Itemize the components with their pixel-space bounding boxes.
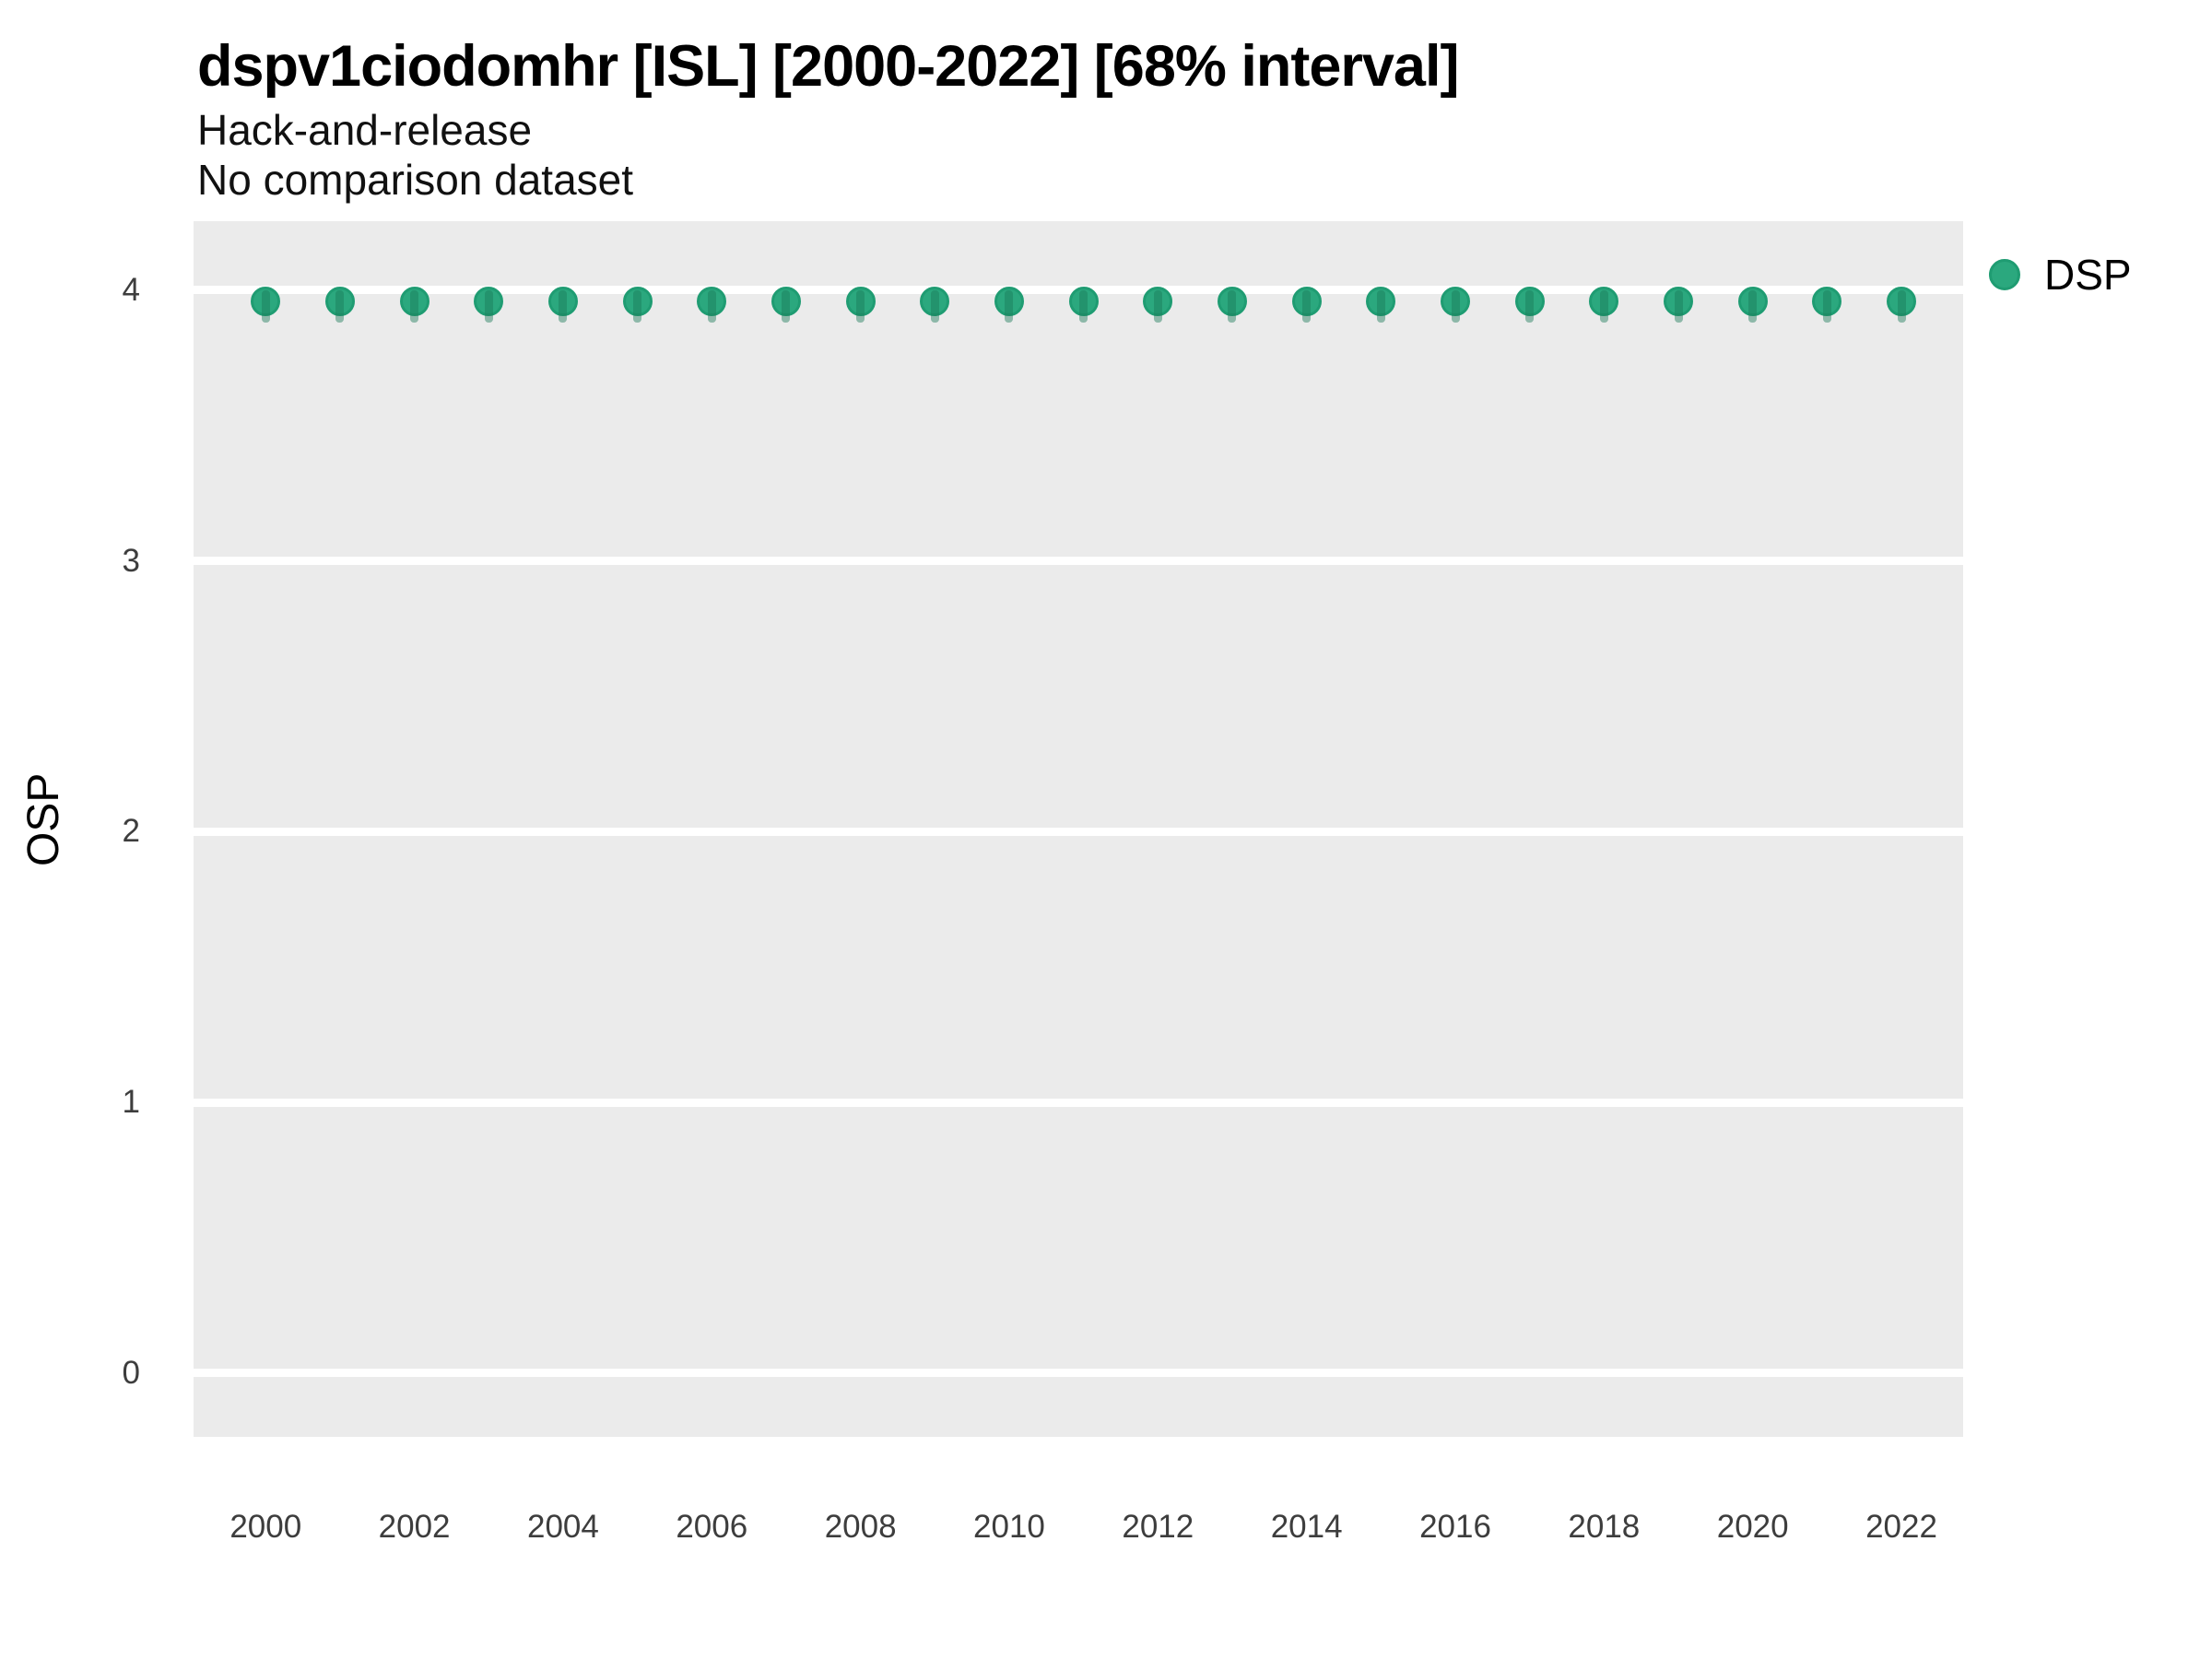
- x-tick-label-2008: 2008: [824, 1509, 897, 1545]
- interval-line-2021: [1822, 289, 1831, 324]
- data-point-2022: [1887, 286, 1917, 316]
- interval-line-2017: [1525, 289, 1535, 324]
- y-tick-label-3: 3: [122, 542, 140, 579]
- interval-line-2009: [930, 289, 939, 324]
- data-point-2008: [845, 286, 876, 316]
- data-point-2007: [771, 286, 801, 316]
- interval-line-2003: [484, 289, 493, 324]
- x-tick-label-2022: 2022: [1865, 1509, 1937, 1545]
- legend-key-dot-icon: [1989, 259, 2020, 290]
- data-point-2019: [1664, 286, 1694, 316]
- interval-line-2004: [559, 289, 568, 324]
- y-tick-label-1: 1: [122, 1084, 140, 1121]
- data-point-2021: [1812, 286, 1842, 316]
- x-tick-label-2004: 2004: [527, 1509, 599, 1545]
- x-tick-label-2018: 2018: [1568, 1509, 1641, 1545]
- data-point-2003: [474, 286, 504, 316]
- interval-line-2011: [1079, 289, 1088, 324]
- data-point-2015: [1366, 286, 1396, 316]
- interval-line-2019: [1674, 289, 1683, 324]
- x-tick-label-2014: 2014: [1270, 1509, 1343, 1545]
- data-point-2020: [1737, 286, 1768, 316]
- major-gridline-y-1: [194, 1098, 1963, 1107]
- chart-subtitle-line2: No comparison dataset: [197, 156, 634, 204]
- x-tick-label-2006: 2006: [676, 1509, 748, 1545]
- data-point-2000: [251, 286, 281, 316]
- legend-label: DSP: [2044, 251, 2132, 299]
- plot-panel: [194, 221, 1963, 1437]
- data-point-2012: [1143, 286, 1173, 316]
- data-point-2014: [1291, 286, 1322, 316]
- data-point-2009: [920, 286, 950, 316]
- interval-line-2022: [1897, 289, 1906, 324]
- interval-line-2020: [1748, 289, 1758, 324]
- interval-line-2007: [782, 289, 791, 324]
- major-gridline-y-2: [194, 827, 1963, 836]
- x-tick-label-2012: 2012: [1122, 1509, 1194, 1545]
- data-point-2016: [1441, 286, 1470, 316]
- data-point-2002: [399, 286, 429, 316]
- x-tick-label-2010: 2010: [973, 1509, 1045, 1545]
- data-point-2017: [1514, 286, 1545, 316]
- data-point-2001: [324, 286, 355, 316]
- interval-line-2016: [1451, 289, 1460, 324]
- data-point-2013: [1217, 286, 1247, 316]
- interval-line-2014: [1302, 289, 1312, 324]
- x-tick-label-2000: 2000: [229, 1509, 302, 1545]
- interval-line-2005: [633, 289, 642, 324]
- interval-line-2002: [410, 289, 419, 324]
- interval-line-2018: [1599, 289, 1608, 324]
- data-point-2006: [697, 286, 727, 316]
- x-tick-label-2002: 2002: [378, 1509, 451, 1545]
- data-point-2011: [1068, 286, 1099, 316]
- interval-line-2000: [261, 289, 270, 324]
- data-point-2018: [1589, 286, 1619, 316]
- interval-line-2015: [1376, 289, 1385, 324]
- interval-line-2010: [1005, 289, 1014, 324]
- interval-line-2013: [1228, 289, 1237, 324]
- data-point-2010: [994, 286, 1024, 316]
- y-tick-label-2: 2: [122, 813, 140, 850]
- interval-line-2001: [335, 289, 345, 324]
- major-gridline-y-3: [194, 557, 1963, 566]
- x-tick-label-2020: 2020: [1716, 1509, 1789, 1545]
- major-gridline-y-0: [194, 1369, 1963, 1378]
- interval-line-2012: [1153, 289, 1162, 324]
- interval-line-2006: [707, 289, 716, 324]
- y-tick-label-4: 4: [122, 271, 140, 308]
- chart-title: dspv1ciodomhr [ISL] [2000-2022] [68% int…: [197, 34, 1459, 99]
- legend: DSP: [1989, 247, 2132, 302]
- y-tick-label-0: 0: [122, 1354, 140, 1391]
- interval-line-2008: [856, 289, 865, 324]
- x-tick-label-2016: 2016: [1419, 1509, 1491, 1545]
- chart-subtitle-line1: Hack-and-release: [197, 106, 533, 154]
- data-point-2005: [622, 286, 653, 316]
- data-point-2004: [547, 286, 578, 316]
